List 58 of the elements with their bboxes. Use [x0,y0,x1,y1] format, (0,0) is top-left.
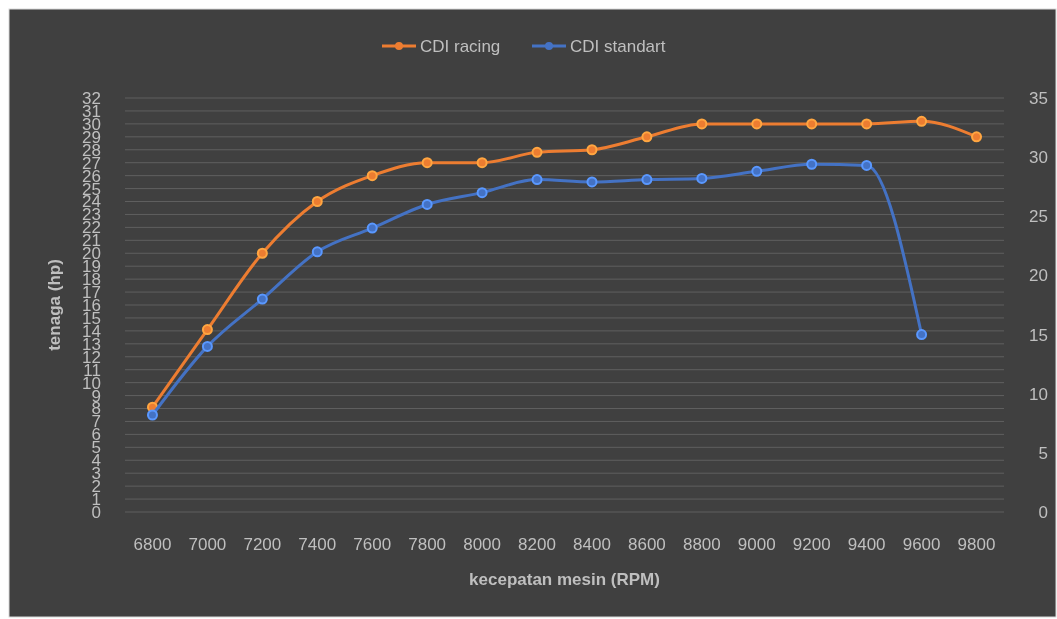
point [201,340,213,352]
point [641,131,653,143]
point [641,174,653,186]
x-axis-title: kecepatan mesin (RPM) [469,570,660,589]
point [971,131,983,143]
x-tick-label: 7800 [408,535,447,554]
point [421,157,433,169]
y2-tick-label: 20 [1029,266,1048,286]
point [696,172,708,184]
legend-label: CDI racing [420,36,501,56]
point [476,187,488,199]
y2-tick-label: 25 [1029,207,1048,227]
point [366,222,378,234]
x-tick-label: 6800 [133,535,172,554]
y2-tick-label: 15 [1029,325,1048,345]
x-tick-label: 8600 [627,535,666,554]
x-tick-label: 9000 [737,535,776,554]
point [146,409,158,421]
point [256,293,268,305]
point [201,324,213,336]
legend-label: CDI standart [570,36,666,56]
x-tick-label: 7000 [188,535,227,554]
x-tick-label: 8000 [463,535,502,554]
point [311,246,323,258]
point [476,157,488,169]
point [861,118,873,130]
x-tick-label: 7200 [243,535,282,554]
point [421,198,433,210]
point [916,115,928,127]
point [366,170,378,182]
x-tick-label: 8400 [573,535,611,554]
point [806,158,818,170]
point [311,196,323,207]
y-axis-title: tenaga (hp) [45,259,64,351]
point [861,159,873,171]
point [586,144,598,156]
point [696,118,708,130]
x-tick-label: 8200 [518,535,556,554]
y2-tick-label: 30 [1029,148,1048,168]
y2-tick-label: 35 [1029,88,1048,108]
point [806,118,818,130]
x-tick-label: 9800 [957,535,996,554]
point [531,174,543,186]
point [531,146,543,158]
point [586,176,598,188]
x-tick-label: 7400 [298,535,337,554]
point [256,247,268,259]
x-tick-label: 8800 [682,535,721,554]
x-tick-label: 7600 [353,535,392,554]
x-tick-label: 9400 [847,535,886,554]
y2-tick-label: 5 [1038,443,1048,463]
x-tick-label: 9200 [792,535,831,554]
point [916,329,928,341]
point [751,118,763,130]
x-tick-label: 9600 [902,535,941,554]
point [751,165,763,177]
y2-tick-label: 10 [1029,384,1048,404]
y2-tick-label: 0 [1038,502,1048,522]
